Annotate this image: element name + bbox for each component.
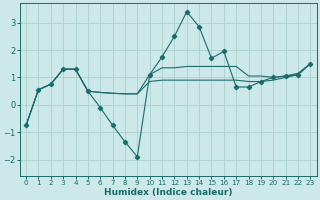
X-axis label: Humidex (Indice chaleur): Humidex (Indice chaleur)	[104, 188, 232, 197]
